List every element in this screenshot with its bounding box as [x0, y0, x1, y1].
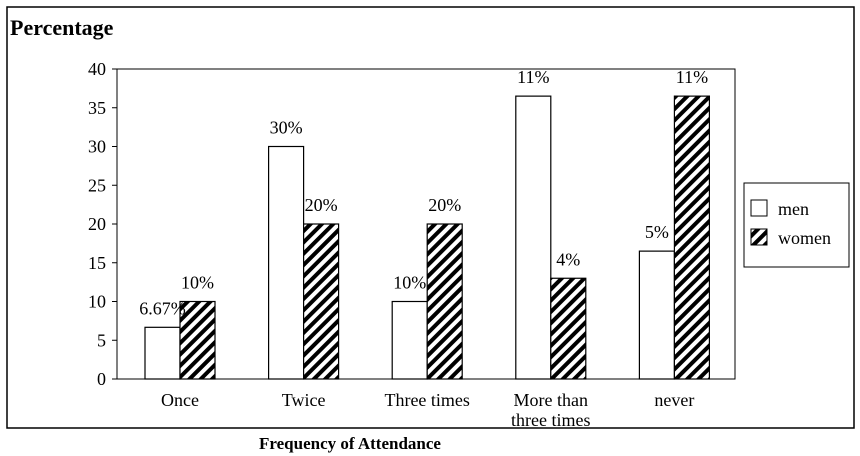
- x-category-label: three times: [511, 410, 590, 430]
- y-tick-label: 0: [97, 369, 106, 389]
- data-label-men-4: 5%: [645, 222, 669, 242]
- y-tick-label: 35: [88, 98, 106, 118]
- y-tick-label: 5: [97, 330, 106, 350]
- bar-men-3: [515, 95, 552, 380]
- legend-label-men: men: [778, 199, 809, 219]
- x-category-label: More than: [514, 390, 588, 410]
- bar-men-1: [268, 145, 305, 380]
- bar-men-0: [144, 326, 181, 380]
- data-label-men-0: 6.67%: [139, 298, 186, 318]
- bar-men-2: [391, 300, 428, 380]
- bar-men-4: [638, 250, 676, 380]
- data-label-men-3: 11%: [517, 67, 549, 87]
- x-category-label: Twice: [282, 390, 326, 410]
- x-category-label: Once: [161, 390, 199, 410]
- legend-swatch-women: [750, 228, 768, 246]
- chart-frame: [6, 6, 855, 429]
- data-label-women-2: 20%: [428, 195, 461, 215]
- legend-frame: [743, 182, 850, 268]
- data-label-women-1: 20%: [305, 195, 338, 215]
- legend-swatch-men: [750, 199, 768, 217]
- data-label-women-3: 4%: [556, 249, 580, 269]
- y-tick-label: 30: [88, 137, 106, 157]
- data-label-women-4: 11%: [676, 67, 708, 87]
- bar-women-2: [426, 223, 463, 380]
- y-tick-label: 25: [88, 175, 106, 195]
- bar-women-1: [303, 223, 340, 380]
- y-tick-label: 10: [88, 292, 106, 312]
- bars: [144, 95, 711, 380]
- legend-label-women: women: [778, 228, 831, 248]
- chart-title: Percentage: [10, 15, 114, 40]
- bar-women-4: [673, 95, 711, 380]
- data-labels: 6.67% 10% 30% 20% 10% 20% 11% 4% 5% 11%: [139, 67, 708, 318]
- y-tick-label: 40: [88, 59, 106, 79]
- bar-women-0: [179, 300, 216, 380]
- data-label-men-1: 30%: [270, 118, 303, 138]
- bar-women-3: [550, 277, 587, 380]
- y-axis: 0 5 10 15 20 25 30 35 40: [88, 59, 117, 389]
- data-label-women-0: 10%: [181, 273, 214, 293]
- legend: men women: [743, 182, 850, 268]
- data-label-men-2: 10%: [393, 273, 426, 293]
- y-tick-label: 15: [88, 253, 106, 273]
- x-category-label: Three times: [384, 390, 469, 410]
- x-category-label: never: [654, 390, 694, 410]
- x-axis-title: Frequency of Attendance: [259, 434, 441, 453]
- y-tick-label: 20: [88, 214, 106, 234]
